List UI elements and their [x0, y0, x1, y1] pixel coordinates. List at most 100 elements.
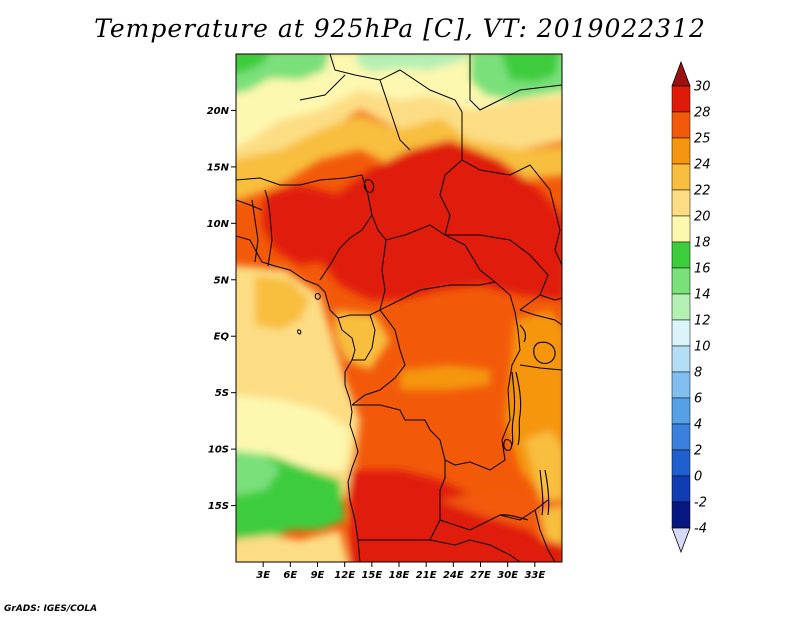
border-angola-zambia [429, 460, 446, 541]
field-southwest-pale [236, 530, 348, 562]
lon-tick-label-4: 15E [361, 570, 382, 581]
lat-tick-label-5: 5S [215, 388, 229, 399]
colorbar-label-17: -4 [694, 522, 707, 537]
lake-chad [363, 179, 375, 193]
lon-tick-label-0: 3E [256, 570, 270, 581]
colorbar-label-2: 25 [694, 132, 711, 147]
lon-tick-label-6: 21E [416, 570, 437, 581]
colorbar-swatch-4 [671, 189, 691, 217]
lon-tick-label-5: 18E [389, 570, 410, 581]
border-sudan-ethiopia [461, 159, 562, 266]
colorbar-swatch-15 [671, 475, 691, 503]
field-south-hot [350, 470, 562, 562]
colorbar-label-10: 10 [694, 340, 711, 355]
bioko-island [314, 293, 321, 300]
grads-credit: GrADS: IGES/COLA [4, 604, 98, 614]
colorbar-label-4: 22 [694, 184, 711, 199]
field-north-green-mid [355, 54, 468, 72]
field-sahel-hot-core [320, 140, 562, 300]
colorbar-swatch-5 [671, 215, 691, 243]
colorbar-swatch-10 [671, 345, 691, 373]
border-mozambique [534, 509, 556, 562]
colorbar-swatch-9 [671, 319, 691, 347]
colorbar-swatch-13 [671, 423, 691, 451]
lake-kariba [499, 514, 529, 521]
colorbar-label-13: 4 [694, 418, 702, 433]
border-north-3 [469, 54, 562, 111]
border-niger-mali [236, 174, 363, 186]
lake-albert [519, 324, 526, 343]
longitude-axis: 3E 6E 9E 12E 15E 18E 21E 24E 27E 30E 33E [256, 562, 545, 581]
colorbar-label-7: 16 [694, 262, 711, 277]
field-north-green-left-dark [236, 54, 269, 74]
colorbar-label-6: 18 [694, 236, 711, 251]
colorbar-swatch-1 [671, 111, 691, 139]
border-uganda-kenya [519, 309, 562, 326]
lake-tanganyika [511, 371, 522, 446]
colorbar-swatch-12 [671, 397, 691, 425]
lon-tick-label-2: 9E [311, 570, 325, 581]
colorbar-swatch-11 [671, 371, 691, 399]
colorbar-swatch-3 [671, 163, 691, 191]
border-botswana [469, 539, 521, 562]
temperature-field [236, 54, 562, 562]
lat-tick-label-6: 10S [208, 445, 229, 456]
colorbar-label-15: 0 [694, 470, 702, 485]
colorbar-swatch-6 [671, 241, 691, 269]
colorbar-swatch-7 [671, 267, 691, 295]
colorbar-label-8: 14 [694, 288, 711, 303]
lat-tick-label-7: 15S [208, 501, 229, 512]
field-congo-warm [335, 310, 390, 370]
border-benin [251, 199, 259, 263]
colorbar-bottom-arrow [671, 527, 691, 554]
lat-tick-label-3: 5N [214, 275, 230, 286]
colorbar-swatch-8 [671, 293, 691, 321]
colorbar-swatch-16 [671, 501, 691, 529]
border-zambia-south [439, 499, 549, 531]
lat-tick-label-1: 15N [207, 162, 230, 173]
map-title: Temperature at 925hPa [C], VT: 201902231… [94, 14, 706, 43]
coastline-west-africa [236, 235, 361, 562]
border-gabon-congo [337, 314, 376, 361]
colorbar-label-12: 6 [694, 392, 702, 407]
border-ethiopia-south [539, 294, 562, 301]
field-west-hot-core [262, 185, 350, 265]
lat-tick-label-2: 10N [207, 219, 230, 230]
colorbar-label-0: 30 [694, 80, 711, 95]
border-drc-angola [352, 404, 456, 466]
lat-tick-label-0: 20N [207, 106, 230, 117]
colorbar-label-14: 2 [694, 444, 702, 459]
lon-tick-label-7: 24E [443, 570, 464, 581]
colorbar-label-9: 12 [694, 314, 711, 329]
colorbar-swatch-14 [671, 449, 691, 477]
field-north-green-right-dark [501, 54, 560, 82]
border-nigeria-cameroon [319, 214, 373, 281]
country-borders [236, 54, 562, 562]
latitude-axis: 20N 15N 10N 5N EQ 5S 10S 15S [207, 106, 236, 512]
lake-mweru [503, 439, 513, 451]
colorbar-label-11: 8 [694, 366, 702, 381]
border-congo-drc [351, 309, 406, 406]
border-mali-burkina [236, 199, 263, 211]
lakes [363, 179, 556, 521]
border-namibia [358, 539, 471, 546]
colorbar-label-1: 28 [694, 106, 711, 121]
colorbar-label-3: 24 [694, 158, 711, 173]
lon-tick-label-3: 12E [334, 570, 355, 581]
colorbar-label-5: 20 [694, 210, 711, 225]
sao-tome-island [297, 329, 302, 335]
border-nigeria-west [264, 189, 273, 267]
border-cameroon-car [369, 239, 387, 316]
border-north-2 [299, 74, 346, 101]
lake-malawi [539, 469, 550, 516]
field-south-light [540, 505, 562, 545]
field-central-warm-streak [400, 365, 490, 390]
lat-tick-label-4: EQ [214, 332, 230, 343]
lon-tick-label-9: 30E [497, 570, 518, 581]
border-drc-east [454, 311, 521, 471]
border-libya-chad [379, 79, 411, 151]
border-north-1 [329, 54, 463, 160]
border-car-south [379, 281, 516, 313]
